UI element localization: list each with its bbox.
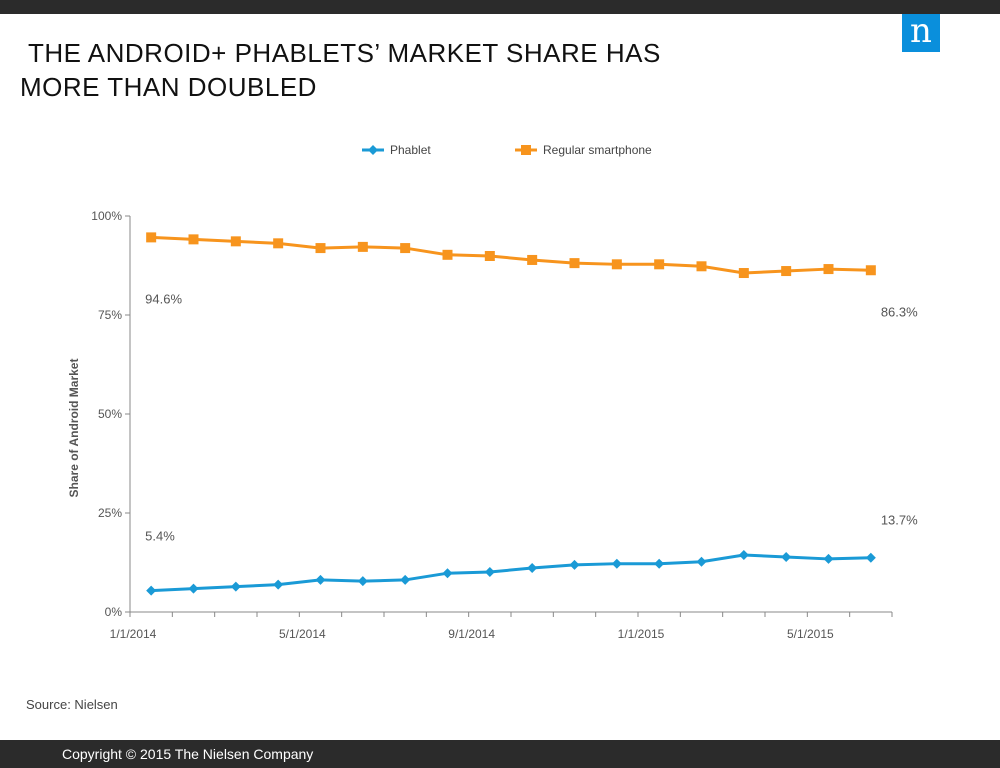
data-point — [315, 574, 326, 585]
title-line-1: THE ANDROID+ PHABLETS’ MARKET SHARE HAS — [28, 38, 661, 68]
y-tick-label: 0% — [105, 605, 123, 619]
data-point — [357, 576, 368, 587]
data-point — [527, 254, 538, 265]
y-tick-label: 25% — [98, 506, 122, 520]
data-point — [738, 268, 749, 279]
data-point — [188, 234, 199, 245]
legend: Phablet Regular smartphone — [362, 143, 652, 157]
source-note: Source: Nielsen — [26, 697, 118, 712]
data-label: 86.3% — [881, 304, 918, 319]
data-point — [442, 249, 453, 260]
data-point — [484, 250, 495, 261]
data-point — [823, 264, 834, 275]
data-point — [611, 259, 622, 270]
data-point — [865, 265, 876, 276]
axes: 0% 25% 50% 75% 100% 1/1/2014 5/1/2014 9/1/2014 1… — [67, 209, 893, 641]
data-point — [696, 261, 707, 272]
footer-bar: Copyright © 2015 The Nielsen Company — [0, 740, 1000, 768]
data-point — [823, 553, 834, 564]
data-point — [484, 567, 495, 578]
data-labels: 5.4% 13.7% 94.6% 86.3% — [145, 291, 918, 543]
data-point — [357, 241, 368, 252]
data-point — [527, 563, 538, 574]
nielsen-logo: n — [902, 14, 940, 52]
data-point — [654, 259, 665, 270]
y-tick-label: 100% — [91, 209, 122, 223]
legend-label: Regular smartphone — [543, 143, 652, 157]
data-point — [368, 145, 378, 155]
x-tick-label: 5/1/2014 — [279, 627, 326, 641]
data-point — [315, 243, 326, 254]
data-point — [273, 238, 284, 249]
data-point — [569, 559, 580, 570]
data-label: 5.4% — [145, 529, 175, 544]
data-point — [738, 549, 749, 560]
data-point — [442, 568, 453, 579]
top-bar — [0, 0, 1000, 14]
series-line-1 — [151, 235, 871, 275]
data-point — [400, 574, 411, 585]
x-tick-label: 1/1/2015 — [618, 627, 665, 641]
x-tick-label: 1/1/2014 — [110, 627, 157, 641]
y-axis-title: Share of Android Market — [67, 359, 81, 498]
data-point — [865, 552, 876, 563]
page-title: THE ANDROID+ PHABLETS’ MARKET SHARE HAS … — [20, 36, 661, 104]
series-layer — [146, 232, 876, 596]
x-tick-label: 5/1/2015 — [787, 627, 834, 641]
title-line-2: MORE THAN DOUBLED — [20, 72, 317, 102]
data-point — [230, 236, 241, 247]
data-point — [654, 558, 665, 569]
data-point — [230, 581, 241, 592]
data-point — [400, 243, 411, 254]
y-tick-label: 75% — [98, 308, 122, 322]
data-point — [146, 232, 157, 243]
data-point — [696, 556, 707, 567]
x-tick-label: 9/1/2014 — [448, 627, 495, 641]
series-line-0 — [151, 553, 871, 593]
data-point — [188, 583, 199, 594]
data-point — [521, 145, 531, 155]
legend-label: Phablet — [390, 143, 431, 157]
data-point — [273, 579, 284, 590]
y-tick-label: 50% — [98, 407, 122, 421]
data-point — [569, 258, 580, 269]
data-point — [781, 551, 792, 562]
line-chart: Phablet Regular smartphone 0% 25% 50% 75% 100… — [67, 143, 918, 641]
copyright-text: Copyright © 2015 The Nielsen Company — [62, 746, 314, 762]
data-point — [611, 558, 622, 569]
data-point — [146, 585, 157, 596]
data-label: 94.6% — [145, 291, 182, 306]
data-label: 13.7% — [881, 513, 918, 528]
data-point — [781, 266, 792, 277]
